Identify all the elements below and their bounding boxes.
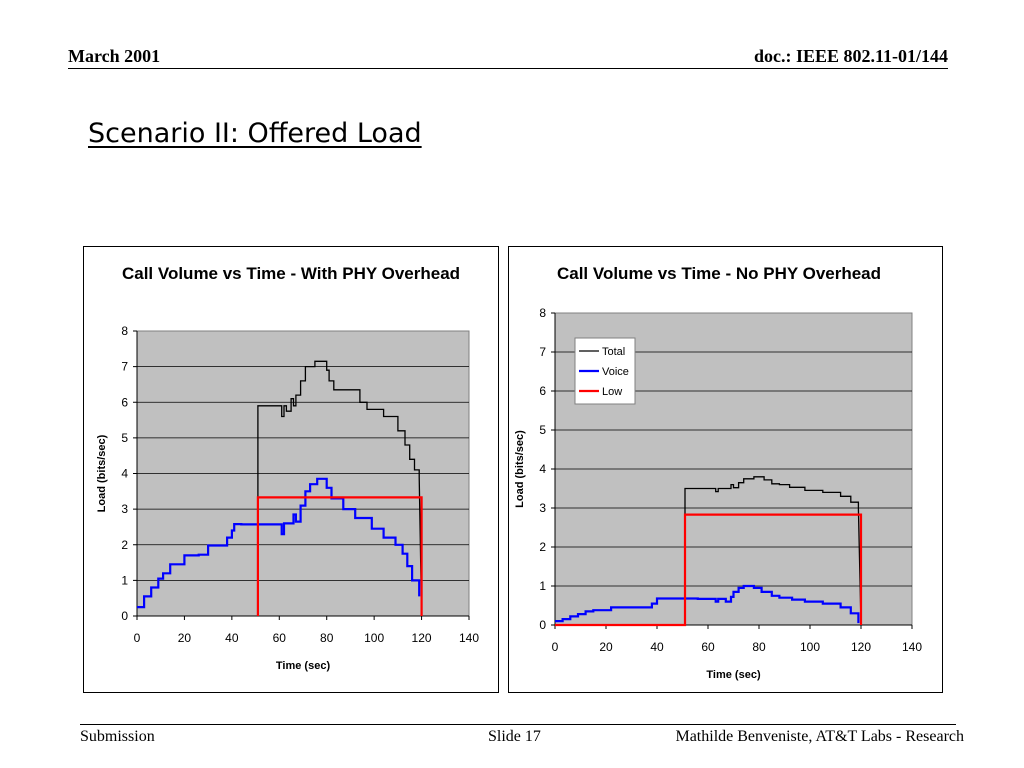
- x-tick-label: 60: [701, 640, 715, 654]
- x-tick-label: 40: [650, 640, 664, 654]
- series-line-total: [257, 360, 423, 617]
- y-tick-label: 6: [121, 395, 128, 409]
- footer-author: Mathilde Benveniste, AT&T Labs - Researc…: [675, 728, 964, 745]
- y-tick-label: 4: [121, 467, 128, 481]
- legend: Total Voice Low: [574, 337, 636, 405]
- y-tick-label: 6: [539, 384, 546, 398]
- x-tick-label: 100: [364, 631, 384, 645]
- y-tick-label: 4: [539, 462, 546, 476]
- legend-label-low: Low: [602, 386, 622, 398]
- y-tick-label: 3: [539, 501, 546, 515]
- x-tick-label: 0: [552, 640, 559, 654]
- x-tick-label: 0: [134, 631, 141, 645]
- y-tick-label: 0: [539, 618, 546, 632]
- y-tick-label: 0: [121, 609, 128, 623]
- chart-title: Call Volume vs Time - With PHY Overhead: [122, 264, 460, 283]
- chart-svg: Call Volume vs Time - With PHY Overhead 0…: [96, 264, 479, 672]
- header-doc-id: doc.: IEEE 802.11-01/144: [753, 46, 948, 66]
- chart-with-phy-overhead: Call Volume vs Time - With PHY Overhead 0…: [83, 246, 499, 693]
- footer-submission: Submission: [80, 728, 155, 745]
- y-tick-label: 5: [121, 431, 128, 445]
- y-tick-label: 1: [121, 573, 128, 587]
- legend-label-total: Total: [602, 346, 625, 358]
- x-tick-label: 140: [902, 640, 922, 654]
- footer-divider: [80, 724, 956, 725]
- legend-label-voice: Voice: [602, 366, 629, 378]
- chart-svg: Call Volume vs Time - No PHY Overhead012…: [514, 264, 922, 681]
- chart-title: Call Volume vs Time - No PHY Overhead: [557, 264, 881, 283]
- x-tick-label: 140: [459, 631, 479, 645]
- x-tick-label: 80: [752, 640, 766, 654]
- series-line-low: [256, 496, 423, 616]
- y-tick-label: 7: [121, 360, 128, 374]
- x-tick-label: 20: [178, 631, 192, 645]
- y-axis-label: Load (bits/sec): [96, 434, 108, 512]
- x-tick-label: 60: [273, 631, 287, 645]
- x-tick-label: 80: [320, 631, 334, 645]
- series-line-voice: [137, 477, 421, 609]
- y-tick-label: 8: [121, 324, 128, 338]
- y-tick-label: 2: [121, 538, 128, 552]
- x-tick-label: 120: [412, 631, 432, 645]
- x-axis-label: Time (sec): [276, 660, 331, 672]
- chart-no-phy-overhead: Call Volume vs Time - No PHY Overhead 0 1 2…: [508, 246, 943, 693]
- y-tick-label: 2: [539, 540, 546, 554]
- header-date: March 2001: [68, 46, 161, 66]
- slide-title: Scenario II: Offered Load: [88, 118, 422, 149]
- x-tick-label: 20: [599, 640, 613, 654]
- y-tick-label: 1: [539, 579, 546, 593]
- y-tick-label: 3: [121, 502, 128, 516]
- x-tick-label: 100: [800, 640, 820, 654]
- x-tick-label: 40: [225, 631, 239, 645]
- x-axis-label: Time (sec): [706, 669, 761, 681]
- x-tick-label: 120: [851, 640, 871, 654]
- y-tick-label: 5: [539, 423, 546, 437]
- series-line-voice: [555, 584, 860, 624]
- footer-slide-number: Slide 17: [488, 728, 541, 745]
- y-axis-label: Load (bits/sec): [514, 430, 526, 508]
- header-divider: [68, 68, 948, 69]
- y-tick-label: 8: [539, 306, 546, 320]
- series-line-low: [555, 513, 863, 627]
- series-line-total: [684, 476, 862, 626]
- y-tick-label: 7: [539, 345, 546, 359]
